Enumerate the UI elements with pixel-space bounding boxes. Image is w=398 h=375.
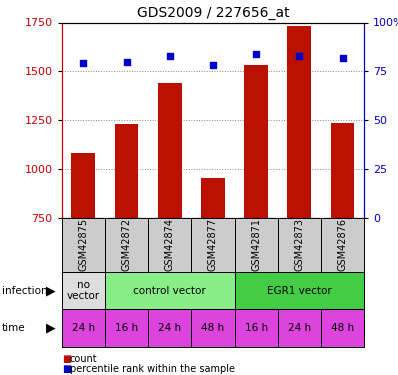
Bar [331,123,355,218]
Bar [158,83,181,218]
Bar [234,309,278,347]
Point [296,53,302,58]
Bar [278,309,321,347]
Bar [244,65,268,218]
Bar [321,217,364,272]
Point [339,55,346,61]
Text: GSM42873: GSM42873 [295,218,304,271]
Point [210,62,216,68]
Text: infection: infection [2,286,48,296]
Bar [287,26,311,218]
Point [253,51,259,57]
Text: 48 h: 48 h [201,323,224,333]
Text: 24 h: 24 h [288,323,311,333]
Bar [71,153,95,218]
Text: ■: ■ [62,364,71,374]
Text: GSM42872: GSM42872 [121,218,131,271]
Bar [321,309,364,347]
Text: ■: ■ [62,354,71,364]
Text: 16 h: 16 h [115,323,138,333]
Bar [115,124,139,218]
Bar [234,272,364,309]
Text: GSM42876: GSM42876 [338,218,347,271]
Bar [191,309,234,347]
Bar [62,309,105,347]
Text: time: time [2,323,25,333]
Bar [148,309,191,347]
Bar [201,177,225,218]
Text: ▶: ▶ [46,322,56,334]
Text: 16 h: 16 h [245,323,268,333]
Text: EGR1 vector: EGR1 vector [267,286,332,296]
Text: GSM42871: GSM42871 [251,218,261,271]
Text: 24 h: 24 h [72,323,95,333]
Bar [105,272,234,309]
Point [123,58,130,64]
Text: count: count [70,354,97,364]
Point [166,53,173,58]
Point [80,60,86,66]
Text: 24 h: 24 h [158,323,181,333]
Bar [191,217,234,272]
Text: GSM42874: GSM42874 [165,218,175,271]
Text: 48 h: 48 h [331,323,354,333]
Bar [234,217,278,272]
Title: GDS2009 / 227656_at: GDS2009 / 227656_at [137,6,289,20]
Text: control vector: control vector [133,286,206,296]
Bar [105,309,148,347]
Bar [62,272,105,309]
Bar [278,217,321,272]
Text: percentile rank within the sample: percentile rank within the sample [70,364,235,374]
Text: GSM42877: GSM42877 [208,218,218,271]
Text: ▶: ▶ [46,284,56,297]
Bar [62,217,105,272]
Text: GSM42875: GSM42875 [78,218,88,271]
Bar [148,217,191,272]
Text: no
vector: no vector [67,280,100,302]
Bar [105,217,148,272]
